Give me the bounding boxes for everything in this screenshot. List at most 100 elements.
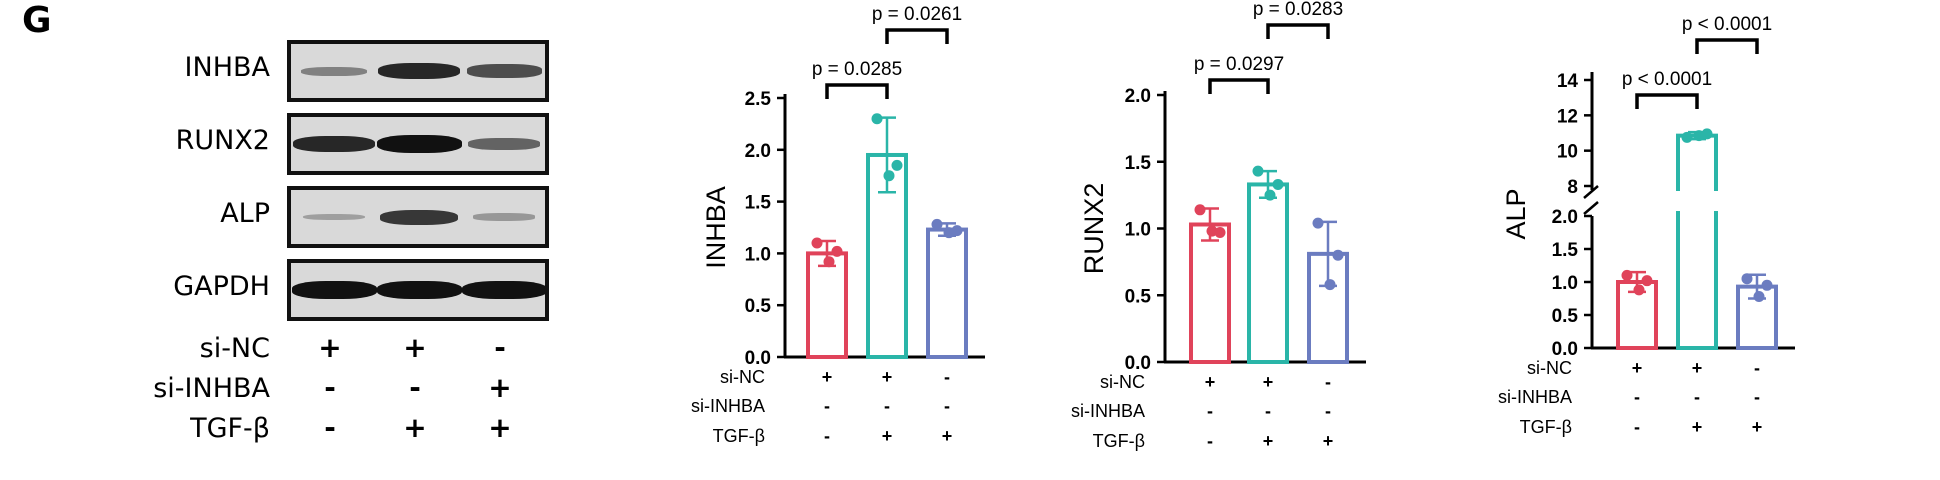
data-point: [871, 113, 883, 125]
blot-strip-alp: [287, 186, 549, 248]
y-tick-label: 1.5: [1552, 240, 1579, 261]
condition-label: si-NC: [1527, 358, 1572, 378]
blot-strip-inhba: [287, 40, 549, 102]
condition-mark: +: [1205, 372, 1216, 392]
condition-label: TGF-β: [1520, 417, 1572, 437]
condition-mark: -: [1694, 387, 1700, 407]
data-point: [1621, 269, 1633, 281]
data-point: [831, 245, 843, 257]
y-tick-label: 0.5: [1125, 286, 1152, 307]
data-point: [931, 218, 943, 230]
bar: [1189, 222, 1231, 364]
data-point: [951, 225, 963, 237]
blot-band: [461, 281, 545, 299]
condition-mark: +: [822, 367, 833, 387]
condition-mark: +: [1263, 372, 1274, 392]
p-value-label: p < 0.0001: [1682, 14, 1772, 35]
condition-label: TGF-β: [1093, 431, 1145, 451]
condition-mark: -: [1634, 387, 1640, 407]
data-point: [811, 237, 823, 249]
condition-mark: +: [1263, 431, 1274, 451]
condition-mark: +: [942, 426, 953, 446]
bar: [926, 227, 968, 360]
condition-mark: -: [824, 396, 830, 416]
data-point: [1312, 217, 1324, 229]
data-point: [883, 170, 895, 182]
y-tick-label: 2.0: [745, 141, 771, 162]
blot-condition-label: si-INHBA: [153, 373, 270, 404]
p-value-label: p = 0.0297: [1194, 54, 1284, 75]
bar: [1676, 133, 1718, 350]
condition-label: si-INHBA: [691, 396, 765, 416]
significance-bracket: [1208, 78, 1270, 94]
p-value-label: p = 0.0283: [1253, 0, 1343, 20]
data-point: [1332, 249, 1344, 261]
condition-mark: +: [1692, 358, 1703, 378]
data-point: [1641, 275, 1653, 287]
condition-mark: -: [1325, 372, 1331, 392]
condition-mark: +: [882, 367, 893, 387]
panel-letter: G: [22, 0, 52, 41]
blot-band: [472, 213, 536, 221]
data-point: [1633, 284, 1645, 296]
blot-band: [378, 62, 460, 80]
y-tick-label: 1.0: [745, 244, 771, 265]
blot-strip-runx2: [287, 113, 549, 175]
y-tick-label: 0.0: [1125, 353, 1151, 374]
y-tick-label: 1.5: [745, 193, 772, 214]
condition-mark: -: [1325, 401, 1331, 421]
condition-mark: +: [1632, 358, 1643, 378]
blot-condition-label: TGF-β: [190, 413, 270, 444]
significance-bracket: [885, 28, 949, 44]
significance-bracket: [1266, 23, 1330, 39]
y-tick-label: 12: [1557, 106, 1578, 127]
data-point: [891, 159, 903, 171]
y-axis-label: ALP: [1501, 188, 1531, 239]
data-point: [1761, 279, 1773, 291]
y-tick-label: 14: [1557, 71, 1579, 92]
data-point: [1701, 128, 1713, 140]
y-axis-label: RUNX2: [1079, 183, 1109, 275]
blot-condition-mark: -: [324, 371, 336, 404]
blot-condition-mark: +: [488, 371, 512, 404]
blot-condition-mark: +: [318, 331, 342, 364]
condition-label: si-NC: [720, 367, 765, 387]
condition-mark: -: [824, 426, 830, 446]
condition-mark: -: [1634, 417, 1640, 437]
significance-bracket: [1695, 38, 1759, 54]
y-tick-label: 0.5: [745, 296, 772, 317]
y-tick-label: 0.0: [1552, 339, 1578, 360]
y-tick-label: 0.5: [1552, 306, 1579, 327]
blot-band: [468, 138, 540, 150]
y-tick-label: 0.0: [745, 348, 771, 369]
y-tick-label: 2.0: [1125, 86, 1151, 107]
y-axis-label: INHBA: [701, 186, 731, 269]
blot-condition-mark: +: [488, 411, 512, 444]
condition-mark: -: [1207, 401, 1213, 421]
data-point: [1272, 178, 1284, 190]
axis-break-mark: [1583, 185, 1599, 199]
blot-label-inhba: INHBA: [184, 52, 270, 83]
p-value-label: p = 0.0285: [812, 59, 902, 80]
blot-label-gapdh: GAPDH: [173, 271, 270, 302]
data-point: [1753, 291, 1765, 303]
data-point: [1324, 279, 1336, 291]
condition-mark: -: [884, 396, 890, 416]
blot-band: [303, 213, 365, 221]
condition-mark: -: [1754, 387, 1760, 407]
y-tick-label: 1.0: [1552, 273, 1578, 294]
blot-band: [379, 209, 459, 225]
blot-band: [291, 281, 377, 299]
y-tick-label: 2.5: [745, 89, 772, 110]
y-tick-label: 2.0: [1552, 207, 1578, 228]
condition-label: si-NC: [1100, 372, 1145, 392]
condition-mark: -: [1207, 431, 1213, 451]
condition-mark: +: [882, 426, 893, 446]
condition-mark: -: [944, 396, 950, 416]
y-tick-label: 8: [1567, 177, 1578, 198]
blot-condition-mark: -: [409, 371, 421, 404]
blot-label-alp: ALP: [220, 198, 270, 229]
condition-mark: +: [1692, 417, 1703, 437]
axis-break-mark: [1583, 201, 1599, 215]
